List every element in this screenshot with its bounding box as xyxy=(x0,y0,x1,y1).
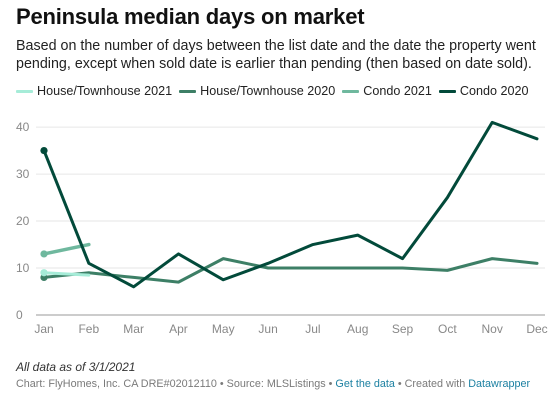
series-point-house-2021 xyxy=(40,269,48,277)
x-tick-label: Apr xyxy=(169,322,188,336)
y-tick-label: 20 xyxy=(16,214,30,228)
y-tick-label: 10 xyxy=(16,261,30,275)
x-tick-label: Mar xyxy=(123,322,144,336)
legend-swatch-house-2021 xyxy=(16,89,33,93)
legend-item-house-2020[interactable]: House/Townhouse 2020 xyxy=(179,84,335,98)
series-point-condo-2020 xyxy=(40,146,48,155)
chart-subtitle: Based on the number of days between the … xyxy=(16,38,536,72)
x-tick-label: Jul xyxy=(305,322,320,336)
footer-source: Chart: FlyHomes, Inc. CA DRE#02012110 • … xyxy=(16,378,336,390)
footer-separator: • Created with xyxy=(394,378,469,390)
chart-legend: House/Townhouse 2021 House/Townhouse 202… xyxy=(16,84,536,98)
y-tick-label: 40 xyxy=(16,120,30,134)
y-tick-label: 0 xyxy=(16,308,23,322)
legend-label-condo-2020: Condo 2020 xyxy=(459,84,529,98)
chart-title: Peninsula median days on market xyxy=(16,4,365,29)
data-note: All data as of 3/1/2021 xyxy=(16,360,136,374)
x-tick-label: Feb xyxy=(78,322,99,336)
legend-label-condo-2021: Condo 2021 xyxy=(363,84,432,98)
x-tick-label: Oct xyxy=(438,322,457,336)
x-tick-label: Dec xyxy=(526,322,547,336)
x-tick-label: Sep xyxy=(392,322,414,336)
series-line-condo-2020 xyxy=(42,120,539,289)
x-tick-label: Nov xyxy=(482,322,503,336)
legend-item-condo-2021[interactable]: Condo 2021 xyxy=(342,84,432,98)
x-tick-label: May xyxy=(212,322,235,336)
legend-item-house-2021[interactable]: House/Townhouse 2021 xyxy=(16,84,172,98)
series-line-house-2020 xyxy=(42,257,539,284)
x-tick-label: Jan xyxy=(34,322,53,336)
line-chart: 0 10 20 30 40 Jan Feb Mar Apr May Jun Jul Aug Sep Oct N… xyxy=(16,120,548,336)
x-tick-label: Aug xyxy=(347,322,368,336)
legend-label-house-2020: House/Townhouse 2020 xyxy=(200,84,336,98)
legend-label-house-2021: House/Townhouse 2021 xyxy=(37,84,173,98)
chart-footer: Chart: FlyHomes, Inc. CA DRE#02012110 • … xyxy=(16,378,530,390)
legend-swatch-house-2020 xyxy=(179,89,197,93)
legend-swatch-condo-2021 xyxy=(342,89,360,93)
legend-item-condo-2020[interactable]: Condo 2020 xyxy=(438,84,529,98)
datawrapper-link[interactable]: Datawrapper xyxy=(468,378,531,390)
y-tick-label: 30 xyxy=(16,167,30,181)
series-point-condo-2021 xyxy=(40,250,48,258)
x-tick-label: Jun xyxy=(258,322,277,336)
get-the-data-link[interactable]: Get the data xyxy=(335,378,395,390)
legend-swatch-condo-2020 xyxy=(438,89,456,93)
series-line-house-2021 xyxy=(42,271,91,277)
